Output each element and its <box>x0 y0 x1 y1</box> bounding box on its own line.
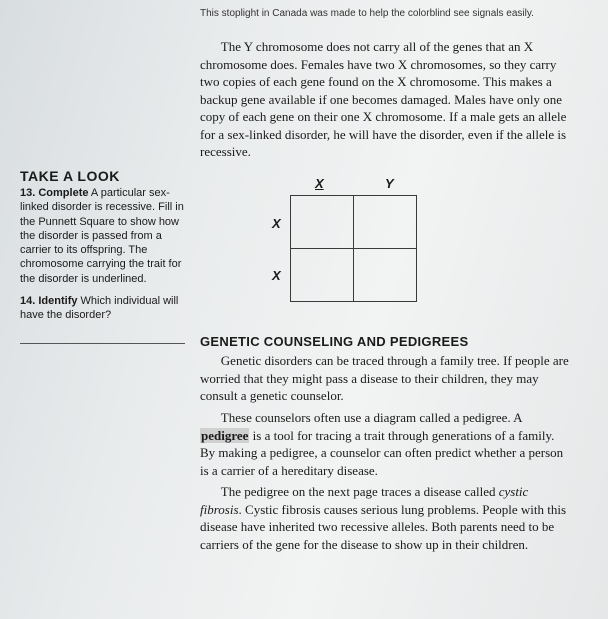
main-column: The Y chromosome does not carry all of t… <box>200 38 570 557</box>
p3-part-b: is a tool for tracing a trait through ge… <box>200 428 563 478</box>
sidebar-heading: TAKE A LOOK <box>20 168 185 184</box>
question-13: 13. Complete A particular sex-linked dis… <box>20 186 185 286</box>
p3-part-a: These counselors often use a diagram cal… <box>221 410 522 425</box>
paragraph-pedigree-def: These counselors often use a diagram cal… <box>200 409 570 479</box>
punnett-cell-1-1[interactable] <box>291 195 354 248</box>
sidebar: TAKE A LOOK 13. Complete A particular se… <box>20 168 185 352</box>
textbook-page: This stoplight in Canada was made to hel… <box>0 0 608 619</box>
section-heading-genetic-counseling: GENETIC COUNSELING AND PEDIGREES <box>200 333 570 351</box>
paragraph-cystic-fibrosis: The pedigree on the next page traces a d… <box>200 483 570 553</box>
punnett-row-header-1: X <box>272 215 281 233</box>
punnett-row-header-2: X <box>272 267 281 285</box>
punnett-col-header-y: Y <box>385 175 394 193</box>
paragraph-y-chromosome: The Y chromosome does not carry all of t… <box>200 38 570 161</box>
answer-blank-line[interactable] <box>20 329 185 344</box>
punnett-col-header-x: X <box>315 175 324 193</box>
punnett-square: X Y X X <box>260 175 460 315</box>
p4-part-b: . Cystic fibrosis causes serious lung pr… <box>200 502 566 552</box>
q14-verb: Identify <box>38 295 77 307</box>
p4-part-a: The pedigree on the next page traces a d… <box>221 484 499 499</box>
punnett-cell-2-2[interactable] <box>354 248 417 301</box>
punnett-cell-1-2[interactable] <box>354 195 417 248</box>
q13-verb: Complete <box>38 187 88 199</box>
q14-number: 14. <box>20 295 35 307</box>
vocab-term-pedigree: pedigree <box>200 428 249 443</box>
q13-number: 13. <box>20 187 35 199</box>
paragraph-genetic-disorders: Genetic disorders can be traced through … <box>200 352 570 405</box>
q13-text: A particular sex-linked disorder is rece… <box>20 187 184 285</box>
punnett-cell-2-1[interactable] <box>291 248 354 301</box>
punnett-grid <box>290 195 417 302</box>
question-14: 14. Identify Which individual will have … <box>20 294 185 344</box>
figure-caption: This stoplight in Canada was made to hel… <box>200 8 568 19</box>
